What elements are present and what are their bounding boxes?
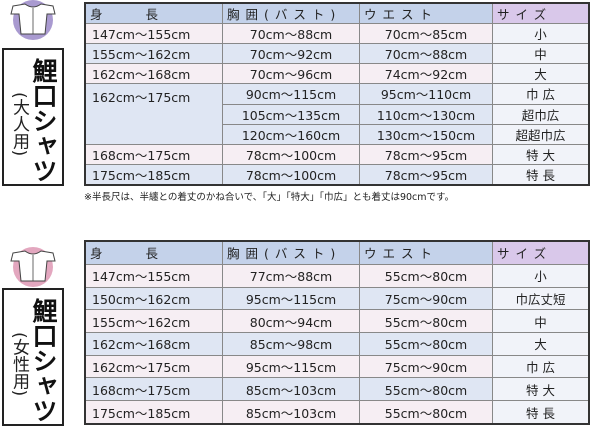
table-row: 105cm～135cm 110cm～130cm 超巾広 bbox=[85, 103, 590, 125]
cell-size: 大 bbox=[492, 331, 590, 356]
cell-chest: 70cm～92cm bbox=[222, 43, 360, 65]
adult-size-table: 身 長 胸囲(バスト) ウエスト サイズ 147cm～155cm 70cm～88c… bbox=[84, 2, 590, 186]
table-row: 175cm～185cm 78cm～100cm 78cm～95cm 特 長 bbox=[84, 163, 590, 186]
cell-size: 大 bbox=[492, 63, 590, 85]
cell-size: 小 bbox=[492, 263, 590, 288]
cell-size: 特 長 bbox=[492, 400, 590, 425]
cell-chest: 90cm～115cm bbox=[222, 83, 360, 105]
cell-chest: 77cm～88cm bbox=[222, 263, 360, 288]
cell-height: 168cm～175cm bbox=[84, 377, 223, 402]
cell-waist: 55cm～80cm bbox=[359, 377, 493, 402]
cell-waist: 110cm～130cm bbox=[359, 103, 493, 125]
cell-height: 175cm～185cm bbox=[84, 163, 223, 186]
cell-waist: 78cm～95cm bbox=[359, 163, 493, 186]
cell-chest: 78cm～100cm bbox=[222, 163, 360, 186]
cell-chest: 85cm～103cm bbox=[222, 400, 360, 425]
women-size-table: 身 長 胸囲(バスト) ウエスト サイズ 147cm～155cm 77cm～88c… bbox=[84, 240, 590, 425]
header-height: 身 長 bbox=[84, 2, 223, 25]
cell-height: 155cm～162cm bbox=[84, 309, 223, 333]
women-label-box: 鯉口シャツ (女性用) bbox=[2, 288, 64, 426]
cell-height: 162cm～175cm bbox=[84, 354, 223, 379]
cell-chest: 80cm～94cm bbox=[222, 309, 360, 333]
cell-waist: 74cm～92cm bbox=[359, 63, 493, 85]
cell-waist: 55cm～80cm bbox=[359, 331, 493, 356]
note-text: ※半長尺は、半纏との着丈のかね合いで、「大」「特大」「巾広」とも着丈は90cmで… bbox=[84, 192, 455, 203]
cell-height: 150cm～162cm bbox=[84, 286, 223, 311]
adult-shirt-icon bbox=[10, 0, 56, 40]
adult-label-box: 鯉口シャツ (大人用) bbox=[2, 48, 64, 186]
header-chest: 胸囲(バスト) bbox=[222, 240, 360, 265]
cell-chest: 78cm～100cm bbox=[222, 143, 360, 165]
cell-waist: 55cm～80cm bbox=[359, 309, 493, 333]
cell-size: 超超巾広 bbox=[492, 123, 590, 145]
cell-waist: 75cm～90cm bbox=[359, 354, 493, 379]
adult-subtitle: (大人用) bbox=[9, 92, 29, 157]
cell-size: 中 bbox=[492, 309, 590, 333]
cell-waist: 78cm～95cm bbox=[359, 143, 493, 165]
women-subtitle: (女性用) bbox=[9, 332, 29, 397]
cell-height: 162cm～175cm bbox=[84, 83, 223, 145]
cell-chest: 95cm～115cm bbox=[222, 354, 360, 379]
cell-chest: 105cm～135cm bbox=[222, 103, 360, 125]
cell-chest: 85cm～103cm bbox=[222, 377, 360, 402]
cell-chest: 70cm～96cm bbox=[222, 63, 360, 85]
women-title: 鯉口シャツ bbox=[29, 298, 58, 423]
table-row: 168cm～175cm 78cm～100cm 78cm～95cm 特 大 bbox=[84, 143, 590, 165]
cell-height: 162cm～168cm bbox=[84, 63, 223, 85]
table-row: 162cm～168cm 85cm～98cm 55cm～80cm 大 bbox=[84, 331, 590, 356]
table-row: 155cm～162cm 70cm～92cm 70cm～88cm 中 bbox=[84, 43, 590, 65]
cell-waist: 70cm～85cm bbox=[359, 23, 493, 45]
header-size: サイズ bbox=[492, 240, 590, 265]
header-waist: ウエスト bbox=[359, 2, 493, 25]
cell-waist: 55cm～80cm bbox=[359, 263, 493, 288]
cell-height: 147cm～155cm bbox=[84, 263, 223, 288]
table-row: 162cm～175cm 90cm～115cm 95cm～110cm 巾 広 bbox=[84, 83, 590, 145]
cell-height: 162cm～168cm bbox=[84, 331, 223, 356]
cell-waist: 75cm～90cm bbox=[359, 286, 493, 311]
cell-waist: 70cm～88cm bbox=[359, 43, 493, 65]
cell-size: 特 大 bbox=[492, 377, 590, 402]
women-shirt-icon bbox=[10, 247, 56, 287]
table-header: 身 長 胸囲(バスト) ウエスト サイズ bbox=[84, 240, 590, 265]
cell-size: 特 長 bbox=[492, 163, 590, 186]
cell-size: 巾 広 bbox=[492, 354, 590, 379]
table-row: 162cm～175cm 95cm～115cm 75cm～90cm 巾 広 bbox=[84, 354, 590, 379]
cell-chest: 70cm～88cm bbox=[222, 23, 360, 45]
table-row: 147cm～155cm 70cm～88cm 70cm～85cm 小 bbox=[84, 23, 590, 45]
cell-size: 小 bbox=[492, 23, 590, 45]
cell-size: 特 大 bbox=[492, 143, 590, 165]
adult-title: 鯉口シャツ bbox=[29, 58, 58, 183]
cell-height: 155cm～162cm bbox=[84, 43, 223, 65]
cell-chest: 95cm～115cm bbox=[222, 286, 360, 311]
cell-height: 168cm～175cm bbox=[84, 143, 223, 165]
cell-size: 中 bbox=[492, 43, 590, 65]
table-row: 120cm～160cm 130cm～150cm 超超巾広 bbox=[85, 123, 590, 145]
cell-size: 巾 広 bbox=[492, 83, 590, 105]
cell-chest: 85cm～98cm bbox=[222, 331, 360, 356]
header-height: 身 長 bbox=[84, 240, 223, 265]
cell-waist: 130cm～150cm bbox=[359, 123, 493, 145]
table-row: 175cm～185cm 85cm～103cm 55cm～80cm 特 長 bbox=[84, 400, 590, 425]
table-row: 168cm～175cm 85cm～103cm 55cm～80cm 特 大 bbox=[84, 377, 590, 402]
table-row: 162cm～168cm 70cm～96cm 74cm～92cm 大 bbox=[84, 63, 590, 85]
cell-waist: 55cm～80cm bbox=[359, 400, 493, 425]
table-row: 150cm～162cm 95cm～115cm 75cm～90cm 巾広丈短 bbox=[84, 286, 590, 311]
table-row: 147cm～155cm 77cm～88cm 55cm～80cm 小 bbox=[84, 263, 590, 288]
header-size: サイズ bbox=[492, 2, 590, 25]
cell-height: 175cm～185cm bbox=[84, 400, 223, 425]
header-chest: 胸囲(バスト) bbox=[222, 2, 360, 25]
header-waist: ウエスト bbox=[359, 240, 493, 265]
cell-chest: 120cm～160cm bbox=[222, 123, 360, 145]
table-row: 155cm～162cm 80cm～94cm 55cm～80cm 中 bbox=[84, 309, 590, 333]
cell-height: 147cm～155cm bbox=[84, 23, 223, 45]
cell-waist: 95cm～110cm bbox=[359, 83, 493, 105]
table-header: 身 長 胸囲(バスト) ウエスト サイズ bbox=[84, 2, 590, 25]
cell-size: 巾広丈短 bbox=[492, 286, 590, 311]
cell-size: 超巾広 bbox=[492, 103, 590, 125]
